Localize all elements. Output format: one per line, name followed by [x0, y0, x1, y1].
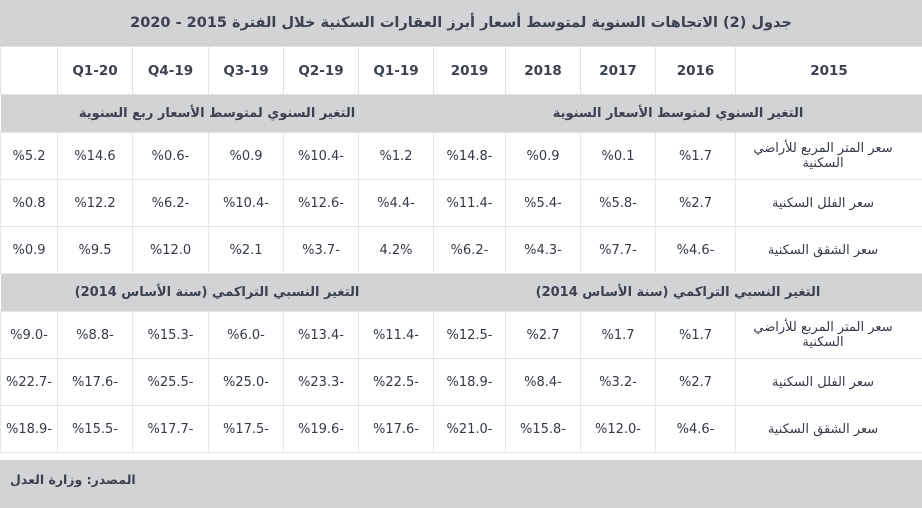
column-header-2015: 2015 [735, 46, 922, 95]
value-cell: %1.7 [655, 132, 736, 180]
value-cell: %23.3- [283, 358, 359, 406]
row-label: سعر الفلل السكنية [735, 179, 922, 227]
value-cell: %5.8- [580, 179, 656, 227]
row-label: سعر الفلل السكنية [735, 358, 922, 406]
column-header-2016: 2016 [655, 46, 736, 95]
value-cell: %4.4- [358, 179, 434, 227]
value-cell: %0.1 [580, 132, 656, 180]
source-note: المصدر: وزارة العدل [10, 472, 136, 487]
value-cell: %4.3- [505, 226, 581, 274]
value-cell: %6.2- [433, 226, 506, 274]
value-cell: %0.9 [0, 226, 58, 274]
value-cell: %19.6- [283, 405, 359, 453]
value-cell: 4.2% [358, 226, 434, 274]
section-header-cumulative-change: التغير النسبي التراكمي (سنة الأساس 2014)… [0, 273, 922, 312]
value-cell: %18.9- [433, 358, 506, 406]
value-cell: %12.6- [283, 179, 359, 227]
value-cell: %12.5- [433, 311, 506, 359]
value-cell: %8.4- [505, 358, 581, 406]
value-cell: %6.0- [208, 311, 284, 359]
value-cell: %9.0- [0, 311, 58, 359]
value-cell: %17.6- [358, 405, 434, 453]
value-cell: %12.2 [57, 179, 133, 227]
column-header-2017: 2017 [580, 46, 656, 95]
value-cell: %25.0- [208, 358, 284, 406]
table-row: سعر الشقق السكنية %4.6- %7.7- %4.3- %6.2… [0, 226, 922, 274]
value-cell: %12.0- [580, 405, 656, 453]
section-header-annual-change: التغير السنوي لمتوسط الأسعار السنوية الت… [0, 94, 922, 133]
value-cell: %2.1 [208, 226, 284, 274]
section-title-quarterly: التغير النسبي التراكمي (سنة الأساس 2014) [0, 273, 434, 312]
value-cell: %17.6- [57, 358, 133, 406]
value-cell: %1.7 [655, 311, 736, 359]
column-header-19q4: 19-Q4 [132, 46, 209, 95]
row-label: سعر المتر المربع للأراضي السكنية [735, 132, 922, 180]
value-cell: %17.7- [132, 405, 209, 453]
value-cell: %12.0 [132, 226, 209, 274]
value-cell: %3.2- [580, 358, 656, 406]
value-cell: %11.4- [358, 311, 434, 359]
column-header-19q3: 19-Q3 [208, 46, 284, 95]
price-trends-table: 2015 2016 2017 2018 2019 19-Q1 19-Q2 19-… [0, 46, 922, 453]
value-cell: %1.7 [580, 311, 656, 359]
value-cell: %4.6- [655, 226, 736, 274]
value-cell: %15.8- [505, 405, 581, 453]
value-cell: %0.8 [0, 179, 58, 227]
table-row: سعر الفلل السكنية %2.7 %5.8- %5.4- %11.4… [0, 179, 922, 227]
column-header-19q1: 19-Q1 [358, 46, 434, 95]
value-cell: %0.9 [505, 132, 581, 180]
column-header-row: 2015 2016 2017 2018 2019 19-Q1 19-Q2 19-… [0, 46, 922, 95]
value-cell: %0.6- [132, 132, 209, 180]
value-cell: %7.7- [580, 226, 656, 274]
table-row: سعر المتر المربع للأراضي السكنية %1.7 %1… [0, 311, 922, 359]
value-cell: %15.5- [57, 405, 133, 453]
value-cell: %22.7- [0, 358, 58, 406]
value-cell: %2.7 [655, 179, 736, 227]
value-cell: %11.4- [433, 179, 506, 227]
value-cell: %4.6- [655, 405, 736, 453]
value-cell: %10.4- [283, 132, 359, 180]
value-cell: %5.4- [505, 179, 581, 227]
column-header-20q1: 20-Q1 [57, 46, 133, 95]
value-cell: %3.7- [283, 226, 359, 274]
section-title-annual: التغير النسبي التراكمي (سنة الأساس 2014) [433, 273, 922, 312]
value-cell: %14.6 [57, 132, 133, 180]
column-header-2019: 2019 [433, 46, 506, 95]
footer-band: المصدر: وزارة العدل [0, 460, 922, 508]
column-header-blank [0, 46, 58, 95]
value-cell: %1.2 [358, 132, 434, 180]
value-cell: %10.4- [208, 179, 284, 227]
table-row: سعر المتر المربع للأراضي السكنية %1.7 %0… [0, 132, 922, 180]
value-cell: %0.9 [208, 132, 284, 180]
section-title-annual: التغير السنوي لمتوسط الأسعار السنوية [433, 94, 922, 133]
row-label: سعر الشقق السكنية [735, 405, 922, 453]
value-cell: %2.7 [505, 311, 581, 359]
value-cell: %18.9- [0, 405, 58, 453]
value-cell: %6.2- [132, 179, 209, 227]
table-title: جدول (2) الاتجاهات السنوية لمتوسط أسعار … [0, 0, 922, 46]
value-cell: %17.5- [208, 405, 284, 453]
value-cell: %9.5 [57, 226, 133, 274]
value-cell: %5.2 [0, 132, 58, 180]
table-row: سعر الشقق السكنية %4.6- %12.0- %15.8- %2… [0, 405, 922, 453]
value-cell: %15.3- [132, 311, 209, 359]
row-label: سعر المتر المربع للأراضي السكنية [735, 311, 922, 359]
row-label: سعر الشقق السكنية [735, 226, 922, 274]
value-cell: %22.5- [358, 358, 434, 406]
value-cell: %14.8- [433, 132, 506, 180]
value-cell: %8.8- [57, 311, 133, 359]
value-cell: %25.5- [132, 358, 209, 406]
column-header-19q2: 19-Q2 [283, 46, 359, 95]
value-cell: %13.4- [283, 311, 359, 359]
value-cell: %2.7 [655, 358, 736, 406]
table-row: سعر الفلل السكنية %2.7 %3.2- %8.4- %18.9… [0, 358, 922, 406]
section-title-quarterly: التغير السنوي لمتوسط الأسعار ربع السنوية [0, 94, 434, 133]
column-header-2018: 2018 [505, 46, 581, 95]
value-cell: %21.0- [433, 405, 506, 453]
